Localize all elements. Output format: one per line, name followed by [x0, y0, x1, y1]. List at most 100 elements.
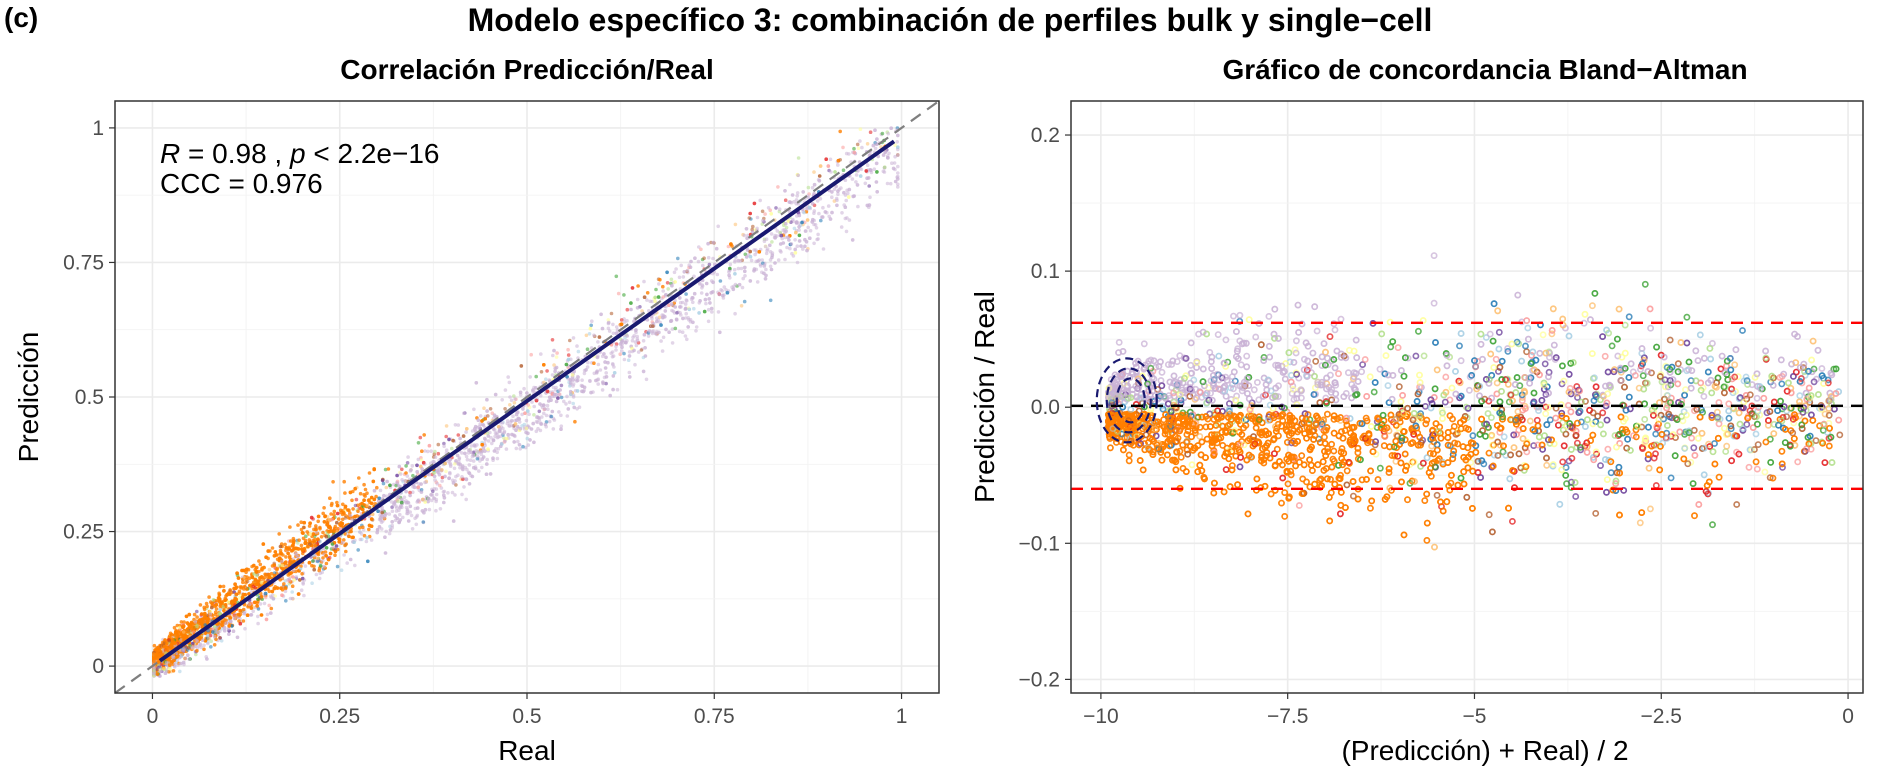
data-point — [566, 353, 571, 357]
data-point — [366, 498, 371, 503]
data-point — [187, 612, 192, 617]
data-point — [275, 566, 280, 571]
data-point — [398, 472, 403, 476]
data-point — [396, 499, 400, 504]
data-point — [164, 660, 169, 665]
data-point — [335, 511, 340, 516]
data-point — [769, 212, 773, 216]
data-point — [212, 643, 217, 647]
data-point — [259, 595, 264, 599]
data-point — [682, 270, 687, 274]
data-point — [571, 336, 576, 340]
data-point — [475, 454, 480, 458]
data-point — [383, 535, 387, 539]
data-point — [314, 527, 318, 532]
data-point — [818, 164, 823, 168]
data-point — [427, 507, 432, 512]
data-point — [842, 190, 846, 195]
data-point — [485, 462, 489, 466]
data-point — [852, 146, 856, 151]
data-point — [358, 537, 363, 542]
data-point — [235, 571, 239, 575]
data-point — [374, 494, 378, 499]
data-point — [256, 621, 260, 626]
data-point — [525, 391, 529, 395]
data-point — [626, 358, 631, 363]
data-point — [495, 456, 500, 461]
data-point — [619, 322, 624, 327]
data-point — [673, 326, 678, 331]
data-point — [429, 498, 434, 503]
data-point — [786, 219, 791, 223]
data-point — [633, 362, 637, 367]
data-point — [634, 328, 638, 332]
data-point — [186, 653, 190, 657]
data-point — [460, 475, 464, 479]
data-point — [773, 261, 777, 265]
data-point — [518, 427, 523, 431]
data-point — [358, 491, 363, 496]
data-point — [275, 586, 280, 590]
data-point — [299, 543, 304, 548]
data-point — [521, 407, 525, 411]
data-point — [294, 553, 299, 557]
data-point — [377, 525, 382, 529]
data-point — [642, 279, 646, 284]
data-point — [152, 668, 156, 673]
data-point — [322, 565, 327, 569]
data-point — [703, 297, 708, 302]
data-point — [486, 447, 490, 452]
data-point — [384, 529, 389, 534]
data-point — [783, 189, 787, 193]
data-point — [263, 591, 268, 596]
data-point — [380, 510, 385, 515]
data-point — [896, 145, 900, 149]
data-point — [193, 644, 197, 649]
data-point — [259, 581, 264, 585]
data-point — [241, 580, 245, 585]
data-point — [490, 441, 494, 446]
data-point — [896, 164, 900, 169]
data-point — [292, 578, 296, 582]
data-point — [353, 486, 358, 491]
data-point — [810, 185, 815, 190]
data-point — [720, 289, 724, 293]
data-point — [729, 242, 733, 246]
data-point — [614, 348, 618, 352]
data-point — [808, 236, 812, 240]
data-point — [620, 338, 625, 343]
data-point — [309, 515, 314, 520]
data-point — [197, 644, 201, 648]
data-point — [254, 570, 258, 574]
data-point — [860, 145, 864, 150]
data-point — [175, 654, 180, 659]
data-point — [672, 270, 677, 275]
data-point — [171, 669, 176, 673]
data-point — [896, 171, 900, 175]
data-point — [592, 361, 596, 366]
data-point — [376, 509, 380, 513]
data-point — [187, 657, 192, 661]
data-point — [552, 363, 556, 367]
data-point — [179, 653, 184, 657]
data-point — [620, 349, 624, 353]
data-point — [443, 474, 447, 479]
data-point — [622, 357, 627, 362]
data-point — [828, 217, 833, 221]
data-point — [464, 497, 469, 502]
data-point — [467, 463, 472, 467]
data-point — [874, 142, 879, 146]
data-point — [803, 229, 808, 233]
data-point — [362, 482, 366, 487]
left-panel-title: Correlación Predicción/Real — [340, 54, 713, 85]
data-point — [205, 619, 209, 624]
data-point — [760, 209, 765, 214]
data-point — [462, 485, 466, 489]
data-point — [797, 225, 801, 229]
data-point — [528, 438, 532, 442]
data-point — [532, 440, 536, 445]
data-point — [185, 621, 190, 625]
data-point — [736, 258, 741, 263]
data-point — [329, 512, 333, 516]
data-point — [505, 436, 509, 441]
